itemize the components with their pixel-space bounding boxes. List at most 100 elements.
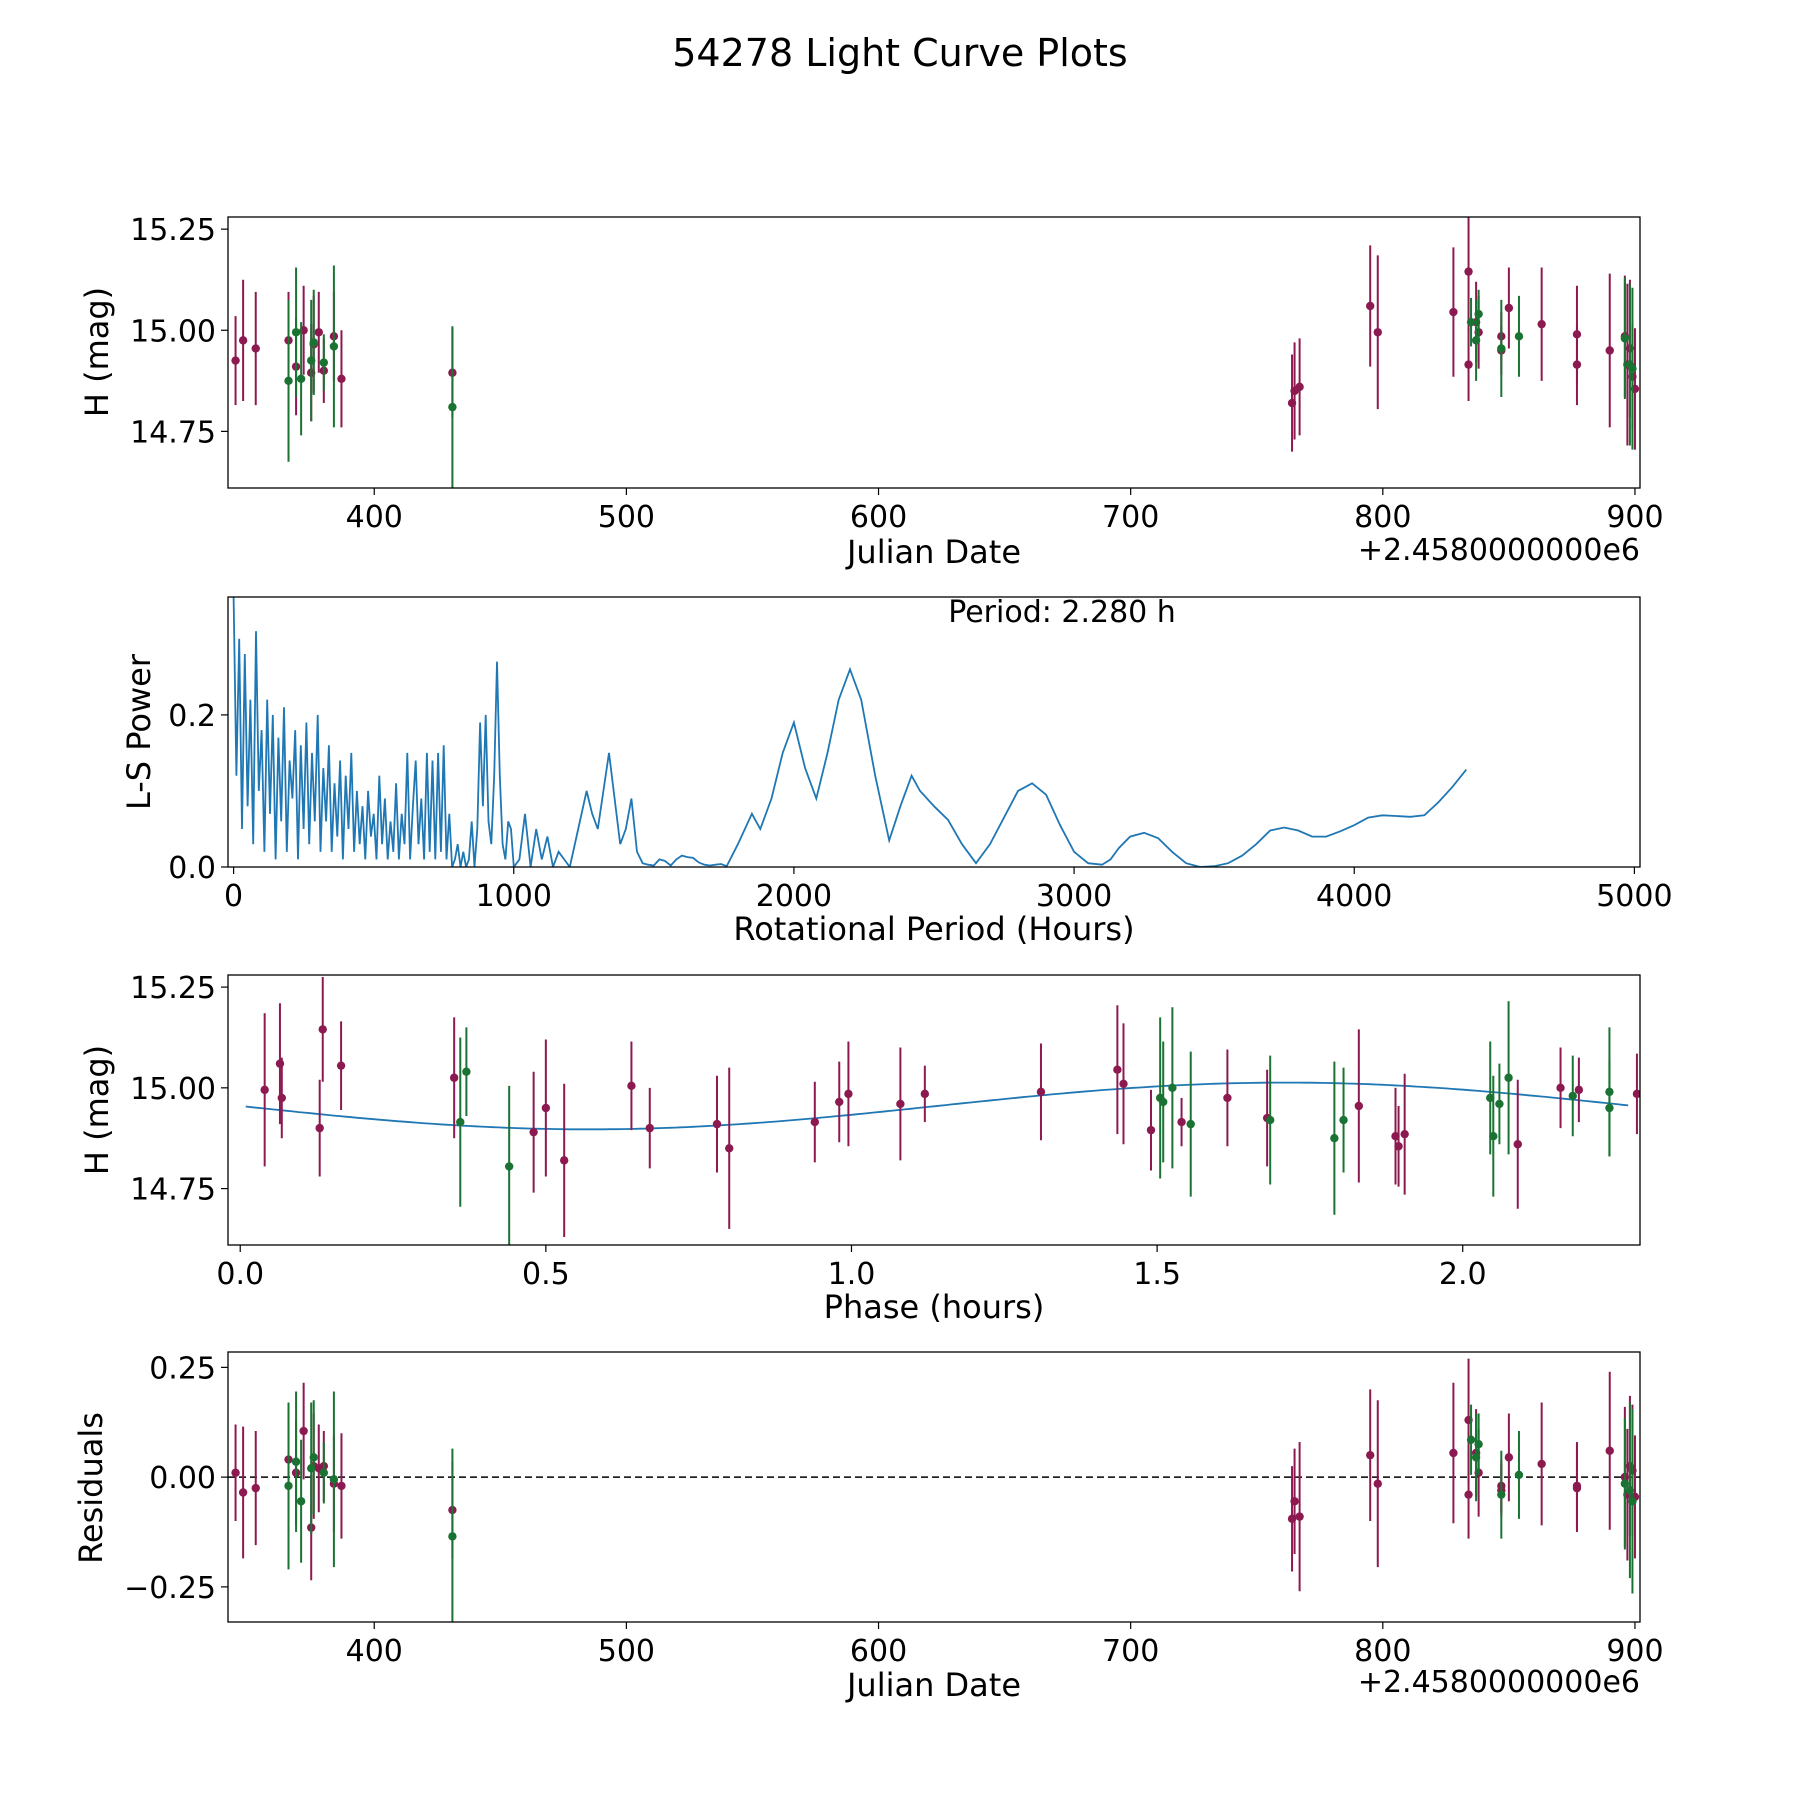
phased-xtick-label: 0.0 <box>216 1257 264 1292</box>
lightcurve-ytick-label: 15.25 <box>130 213 216 248</box>
lightcurve-point <box>1572 360 1582 369</box>
periodogram-ytick-label: 0.2 <box>168 699 216 734</box>
periodogram-annotation: Period: 2.280 h <box>948 595 1176 630</box>
residuals-ylabel: Residuals <box>72 1412 110 1564</box>
phased-xtick-label: 0.5 <box>522 1257 570 1292</box>
phased-plot-area <box>245 977 1640 1245</box>
residuals-xtick-label: 500 <box>598 1634 655 1669</box>
residuals-point <box>309 1453 318 1462</box>
phased-xtick-label: 1.0 <box>828 1257 876 1292</box>
lightcurve-point <box>1464 267 1473 276</box>
lightcurve-point <box>1628 364 1637 373</box>
lightcurve-xtick-label: 600 <box>850 500 907 535</box>
phased-point <box>529 1127 538 1137</box>
lightcurve-ytick-label: 15.00 <box>130 314 216 349</box>
phased-xtick-label: 1.5 <box>1133 1257 1181 1292</box>
residuals-point <box>1572 1483 1582 1493</box>
residuals-point <box>1504 1453 1514 1462</box>
lightcurve-point <box>1605 346 1614 355</box>
residuals-point <box>1514 1470 1524 1480</box>
phased-point <box>896 1099 905 1109</box>
phased-point <box>1556 1083 1565 1093</box>
phased-point <box>1605 1087 1614 1097</box>
residuals-point <box>337 1481 346 1491</box>
residuals-plot-area <box>228 1358 1640 1622</box>
phased-point <box>1119 1079 1128 1089</box>
phased-point <box>336 1061 346 1070</box>
lightcurve-point <box>231 356 240 365</box>
lightcurve-point <box>319 358 329 367</box>
lightcurve-point <box>1295 382 1304 392</box>
periodogram-xtick-label: 5000 <box>1596 879 1672 914</box>
residuals-point <box>251 1483 260 1493</box>
residuals-point <box>296 1497 306 1506</box>
residuals-ytick-label: 0.00 <box>149 1461 216 1496</box>
phased-point <box>315 1123 324 1133</box>
phased-point <box>712 1119 722 1129</box>
lightcurve-point <box>309 338 318 347</box>
lightcurve-xtick-label: 500 <box>598 500 655 535</box>
phased-point <box>504 1162 514 1171</box>
phased-point <box>627 1081 636 1091</box>
lightcurve-point <box>1497 344 1506 353</box>
residuals-point <box>1449 1448 1458 1458</box>
residuals-point <box>1466 1435 1476 1445</box>
residuals-point <box>291 1457 301 1466</box>
periodogram-xtick-label: 0 <box>224 879 243 914</box>
phased-ytick-label: 15.25 <box>130 971 216 1006</box>
phased-point <box>1489 1131 1498 1141</box>
lightcurve-point <box>1504 303 1514 313</box>
phased-point <box>1354 1101 1364 1111</box>
lightcurve-point <box>291 328 301 337</box>
phased-point <box>920 1089 930 1099</box>
phased-point <box>1159 1097 1168 1107</box>
phased-point <box>645 1123 654 1133</box>
lightcurve-point <box>251 344 260 353</box>
lightcurve-point <box>448 402 457 412</box>
periodogram-xtick-label: 2000 <box>756 879 832 914</box>
lightcurve-point <box>1464 360 1473 369</box>
lightcurve-point <box>1474 309 1483 319</box>
phased-point <box>277 1093 286 1103</box>
lightcurve-xtick-label: 400 <box>346 500 403 535</box>
residuals-xlabel: Julian Date <box>845 1666 1021 1704</box>
residuals-point <box>1290 1497 1299 1506</box>
residuals-point <box>1537 1459 1546 1469</box>
lightcurve-xtick-label: 700 <box>1102 500 1159 535</box>
phased-point <box>1504 1073 1513 1082</box>
lightcurve-point <box>314 328 323 337</box>
lightcurve-point <box>1620 334 1630 343</box>
lightcurve-point <box>1373 328 1382 337</box>
lightcurve-point <box>1366 301 1375 311</box>
residuals-point <box>1464 1490 1473 1499</box>
residuals-ytick-label: −0.25 <box>124 1571 216 1606</box>
periodogram-xtick-label: 3000 <box>1036 879 1112 914</box>
residuals-point <box>1497 1490 1506 1499</box>
residuals-point <box>1366 1450 1375 1460</box>
lightcurve-point <box>284 376 293 386</box>
residuals-point <box>1620 1479 1630 1488</box>
lightcurve-ytick-label: 14.75 <box>130 415 216 450</box>
lightcurve-marks <box>231 217 1640 488</box>
phased-point <box>1177 1117 1186 1127</box>
residuals-point <box>299 1426 308 1436</box>
phased-point <box>844 1089 853 1099</box>
lightcurve-point <box>238 336 248 345</box>
phased-point <box>725 1144 734 1153</box>
phased-point <box>559 1156 569 1165</box>
residuals-point <box>329 1475 339 1484</box>
phased-point <box>541 1103 551 1113</box>
residuals-point <box>1605 1446 1614 1455</box>
phased-point <box>456 1117 465 1127</box>
residuals-point <box>448 1532 457 1541</box>
lightcurve-plot-area <box>231 217 1640 488</box>
lightcurve-point <box>1466 317 1476 327</box>
phased-point <box>260 1085 269 1095</box>
phased-fit-curve <box>245 1081 1629 1131</box>
phased-point <box>318 1025 327 1034</box>
phased-point <box>1632 1089 1640 1099</box>
phased-frame <box>227 974 1641 1246</box>
residuals-xtick-label: 800 <box>1354 1634 1411 1669</box>
lightcurve-point <box>329 342 339 351</box>
phased-point <box>1330 1134 1339 1143</box>
